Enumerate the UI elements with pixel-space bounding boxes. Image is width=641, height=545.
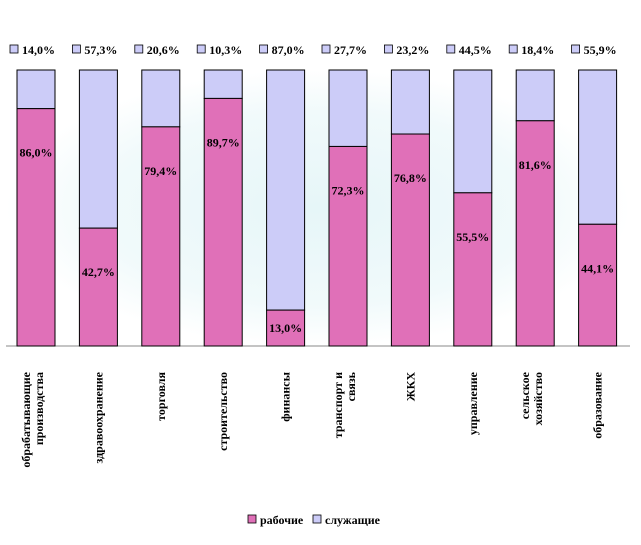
svg-text:сельскоехозяйство: сельскоехозяйство [518,371,545,425]
svg-text:торговля: торговля [154,371,168,420]
top-label-key-3 [134,44,144,54]
svg-text:транспорт исвязь: транспорт исвязь [331,371,358,438]
bar-sluzhashchie-2 [78,69,118,229]
top-label-key-8 [446,44,456,54]
data-label-sluzhashchie-10: 55,9% [584,43,617,57]
legend-label-rabochie: рабочие [260,513,304,527]
data-label-rabochie-6: 72,3% [332,183,365,197]
bar-rabochie-1 [16,108,56,347]
top-label-key-6 [321,44,331,54]
data-label-sluzhashchie-8: 44,5% [459,43,492,57]
legend-key-rabochie [247,514,257,524]
data-label-rabochie-8: 55,5% [456,230,489,244]
category-label-3: торговля [154,371,168,420]
svg-text:здравоохранение: здравоохранение [91,371,105,463]
top-label-key-9 [508,44,518,54]
category-label-9: сельскоехозяйство [518,371,545,425]
data-label-sluzhashchie-7: 23,2% [396,43,429,57]
legend-label-sluzhashchie: служащие [325,513,381,527]
data-label-sluzhashchie-2: 57,3% [84,43,117,57]
data-label-sluzhashchie-4: 10,3% [209,43,242,57]
bar-rabochie-8 [453,192,493,347]
svg-text:обрабатывающиепроизводства: обрабатывающиепроизводства [19,371,46,467]
data-label-sluzhashchie-5: 87,0% [272,43,305,57]
category-label-5: финансы [279,371,293,421]
bar-rabochie-2 [78,227,118,347]
bar-rabochie-5 [266,309,306,347]
bar-sluzhashchie-1 [16,69,56,110]
bar-sluzhashchie-9 [515,69,555,122]
bar-sluzhashchie-8 [453,69,493,194]
bar-rabochie-7 [390,133,430,347]
category-label-2: здравоохранение [91,371,105,463]
data-label-rabochie-9: 81,6% [519,158,552,172]
top-label-key-1 [9,44,19,54]
bar-sluzhashchie-7 [390,69,430,135]
top-label-key-2 [72,44,81,54]
top-label-key-4 [196,44,206,54]
category-label-1: обрабатывающиепроизводства [19,371,46,467]
svg-text:финансы: финансы [279,371,293,421]
svg-text:управление: управление [466,371,480,435]
bar-sluzhashchie-3 [141,69,181,128]
data-label-sluzhashchie-3: 20,6% [147,43,180,57]
bar-rabochie-3 [141,126,181,347]
data-label-sluzhashchie-6: 27,7% [334,43,367,57]
category-label-6: транспорт исвязь [331,371,358,438]
bar-rabochie-9 [515,120,555,347]
data-label-rabochie-10: 44,1% [581,261,614,275]
svg-text:ЖКХ: ЖКХ [403,372,417,402]
category-label-8: управление [466,371,480,435]
data-label-sluzhashchie-9: 18,4% [521,43,554,57]
bar-rabochie-4 [203,97,243,347]
bar-rabochie-10 [578,223,618,347]
bar-rabochie-6 [328,145,368,347]
svg-text:строительство: строительство [216,372,230,451]
data-label-rabochie-5: 13,0% [269,321,302,335]
data-label-rabochie-7: 76,8% [394,171,427,185]
bar-sluzhashchie-6 [328,69,368,147]
svg-text:образование: образование [591,371,605,438]
category-label-7: ЖКХ [403,372,417,402]
data-label-rabochie-1: 86,0% [20,146,53,160]
legend-key-sluzhashchie [312,514,322,524]
bar-sluzhashchie-10 [578,69,618,225]
data-label-rabochie-3: 79,4% [144,164,177,178]
data-label-rabochie-2: 42,7% [82,265,115,279]
data-label-sluzhashchie-1: 14,0% [22,43,55,57]
top-label-key-7 [383,44,393,54]
data-label-rabochie-4: 89,7% [207,135,240,149]
bar-sluzhashchie-5 [266,69,306,311]
legend: рабочие служащие [247,513,381,527]
bar-sluzhashchie-4 [203,69,243,99]
top-label-key-5 [259,44,269,54]
top-label-key-10 [571,44,580,54]
category-label-10: образование [591,371,605,438]
category-label-4: строительство [216,372,230,451]
